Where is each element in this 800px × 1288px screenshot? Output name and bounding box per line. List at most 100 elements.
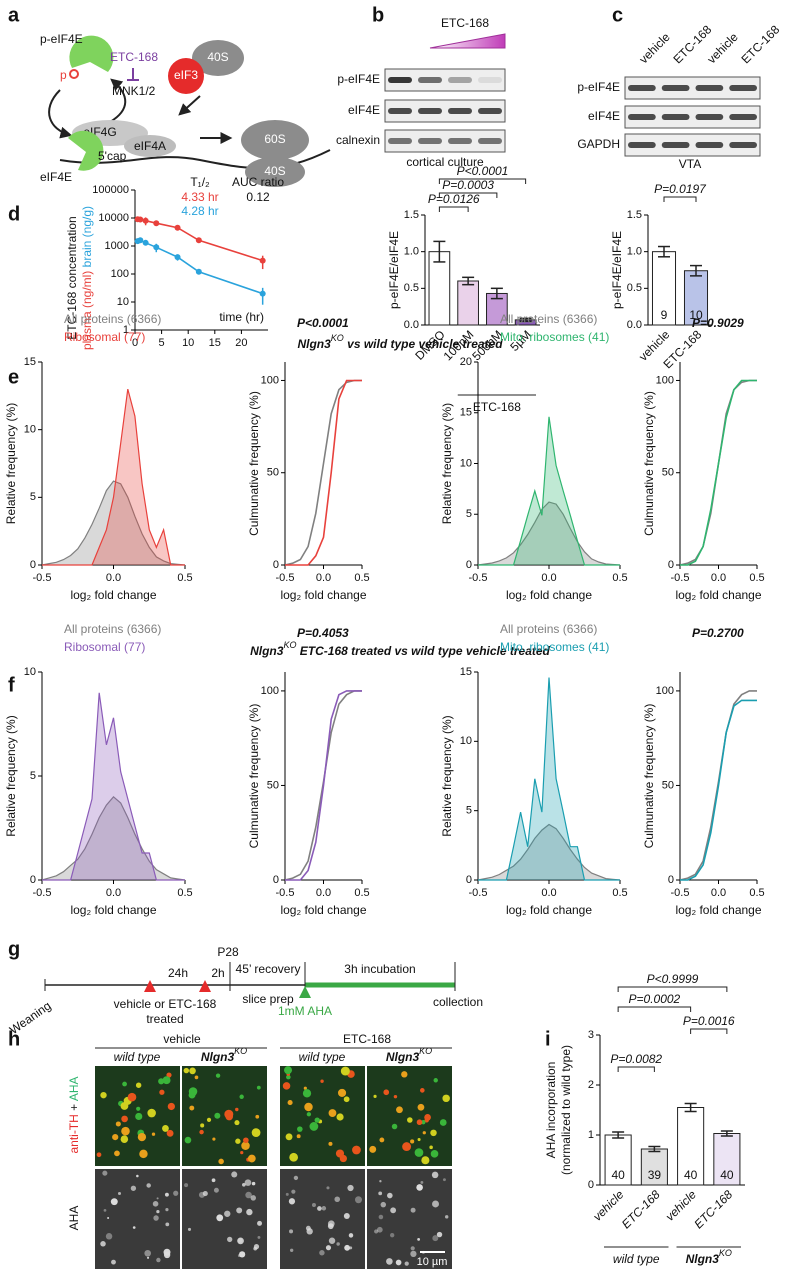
label: slice prep — [242, 992, 294, 1006]
x-tick-label: 0.5 — [354, 572, 369, 584]
image-dot — [121, 1126, 130, 1136]
image-dot — [421, 1120, 426, 1125]
image-dot — [410, 1139, 415, 1144]
y-tick-label: 0.0 — [627, 319, 642, 331]
image-dot — [387, 1192, 393, 1199]
image-dot — [314, 1117, 320, 1123]
image-dot — [285, 1192, 289, 1196]
section-title-sup: KO — [331, 333, 344, 343]
image-dot — [284, 1066, 293, 1075]
image-dot — [153, 1215, 159, 1221]
x-tick-label: 5 — [159, 337, 165, 349]
blot-caption: cortical culture — [406, 155, 484, 169]
image-dot — [122, 1081, 127, 1087]
legend-entry: All proteins (6366) — [64, 622, 161, 636]
blot-band — [478, 138, 502, 144]
annotation: 4.33 hr — [181, 190, 218, 204]
image-dot — [215, 1073, 221, 1078]
y-tick-label: 100 — [261, 374, 279, 386]
x-tick-label: 0.5 — [749, 887, 764, 899]
blot-frame — [384, 129, 506, 153]
x-tick-label: -0.5 — [671, 572, 690, 584]
y-tick-label: 10000 — [98, 212, 129, 224]
image-dot — [327, 1223, 334, 1230]
image-dot — [416, 1119, 423, 1126]
image-dot — [246, 1208, 253, 1216]
image-dot — [132, 1226, 136, 1229]
annotation: T₁/₂ — [190, 175, 210, 189]
image-dot — [296, 1134, 301, 1139]
column-label-gene: Nlgn3 — [201, 1050, 235, 1064]
image-dot — [102, 1170, 108, 1176]
image-dot — [152, 1201, 159, 1207]
x-tick-label: 0.5 — [749, 572, 764, 584]
y-tick-label: 50 — [662, 779, 674, 791]
marker — [259, 290, 266, 297]
image-dot — [224, 1210, 231, 1217]
panel-label: c — [612, 4, 623, 26]
arrow — [48, 89, 73, 139]
image-dot — [352, 1145, 361, 1155]
image-dot — [255, 1114, 260, 1119]
image-dot — [326, 1186, 330, 1190]
x-tick-label: -0.5 — [671, 887, 690, 899]
bracket — [438, 192, 498, 198]
y-axis-label: Relative frequency (%) — [4, 715, 18, 836]
y-tick-label: 1000 — [105, 240, 129, 252]
image-dot — [218, 1158, 224, 1165]
image-dot — [241, 1141, 250, 1150]
label: vehicle or ETC-168 — [114, 997, 217, 1011]
legend-entry: All proteins (6366) — [64, 312, 161, 326]
panel-label: g — [8, 938, 20, 960]
image-dot — [156, 1197, 159, 1200]
image-dot — [334, 1196, 341, 1203]
y-axis-label: Culmunative frequency (%) — [642, 391, 656, 536]
blot-frame — [384, 68, 506, 92]
image-dot — [213, 1187, 219, 1193]
image-dot — [135, 1082, 142, 1088]
image-dot — [256, 1085, 261, 1090]
image-dot — [239, 1094, 244, 1099]
image-dot — [224, 1109, 234, 1119]
blot-band — [628, 114, 656, 120]
marker — [195, 268, 202, 275]
image-dot — [188, 1087, 198, 1096]
histogram-area — [477, 823, 621, 881]
image-dot — [164, 1192, 169, 1197]
y-tick-label: 0 — [30, 874, 36, 886]
image-dot — [445, 1215, 449, 1219]
y-tick-label: 15 — [24, 356, 36, 368]
section-title: Nlgn3KO vs wild type vehicle treated — [297, 333, 503, 351]
image-dot — [442, 1178, 446, 1182]
image-dot — [244, 1179, 252, 1186]
blot-band — [729, 85, 757, 91]
image-dot — [237, 1237, 244, 1245]
label: p-eIF4E — [40, 32, 83, 46]
row-label-part: anti-TH — [67, 1114, 81, 1153]
image-dot — [436, 1231, 443, 1238]
panel-label: h — [8, 1028, 20, 1050]
image-dot — [136, 1174, 139, 1178]
marker — [259, 257, 266, 264]
p-value: P=0.0126 — [428, 192, 480, 206]
blot-band — [729, 114, 757, 120]
row-label: anti-TH + AHA — [67, 1076, 81, 1153]
image-dot — [430, 1129, 437, 1137]
image-dot — [432, 1200, 440, 1208]
y-tick-label: 0 — [30, 559, 36, 571]
legend-entry: Mito. ribosomes (41) — [500, 640, 609, 654]
bracket — [617, 986, 728, 992]
y-tick-label: 15 — [460, 666, 472, 678]
p-value: P<0.0001 — [457, 164, 509, 178]
image-dot — [135, 1112, 143, 1121]
legend-entry: Ribosomal (77) — [64, 640, 145, 654]
p-value: P<0.9999 — [647, 972, 699, 986]
histogram-area — [42, 692, 185, 881]
image-dot — [291, 1189, 296, 1194]
blot-band — [628, 85, 656, 91]
column-label: Nlgn3KO — [386, 1046, 432, 1064]
y-axis-label: Relative frequency (%) — [440, 715, 454, 836]
image-dot — [347, 1184, 354, 1192]
image-dot — [243, 1137, 249, 1144]
